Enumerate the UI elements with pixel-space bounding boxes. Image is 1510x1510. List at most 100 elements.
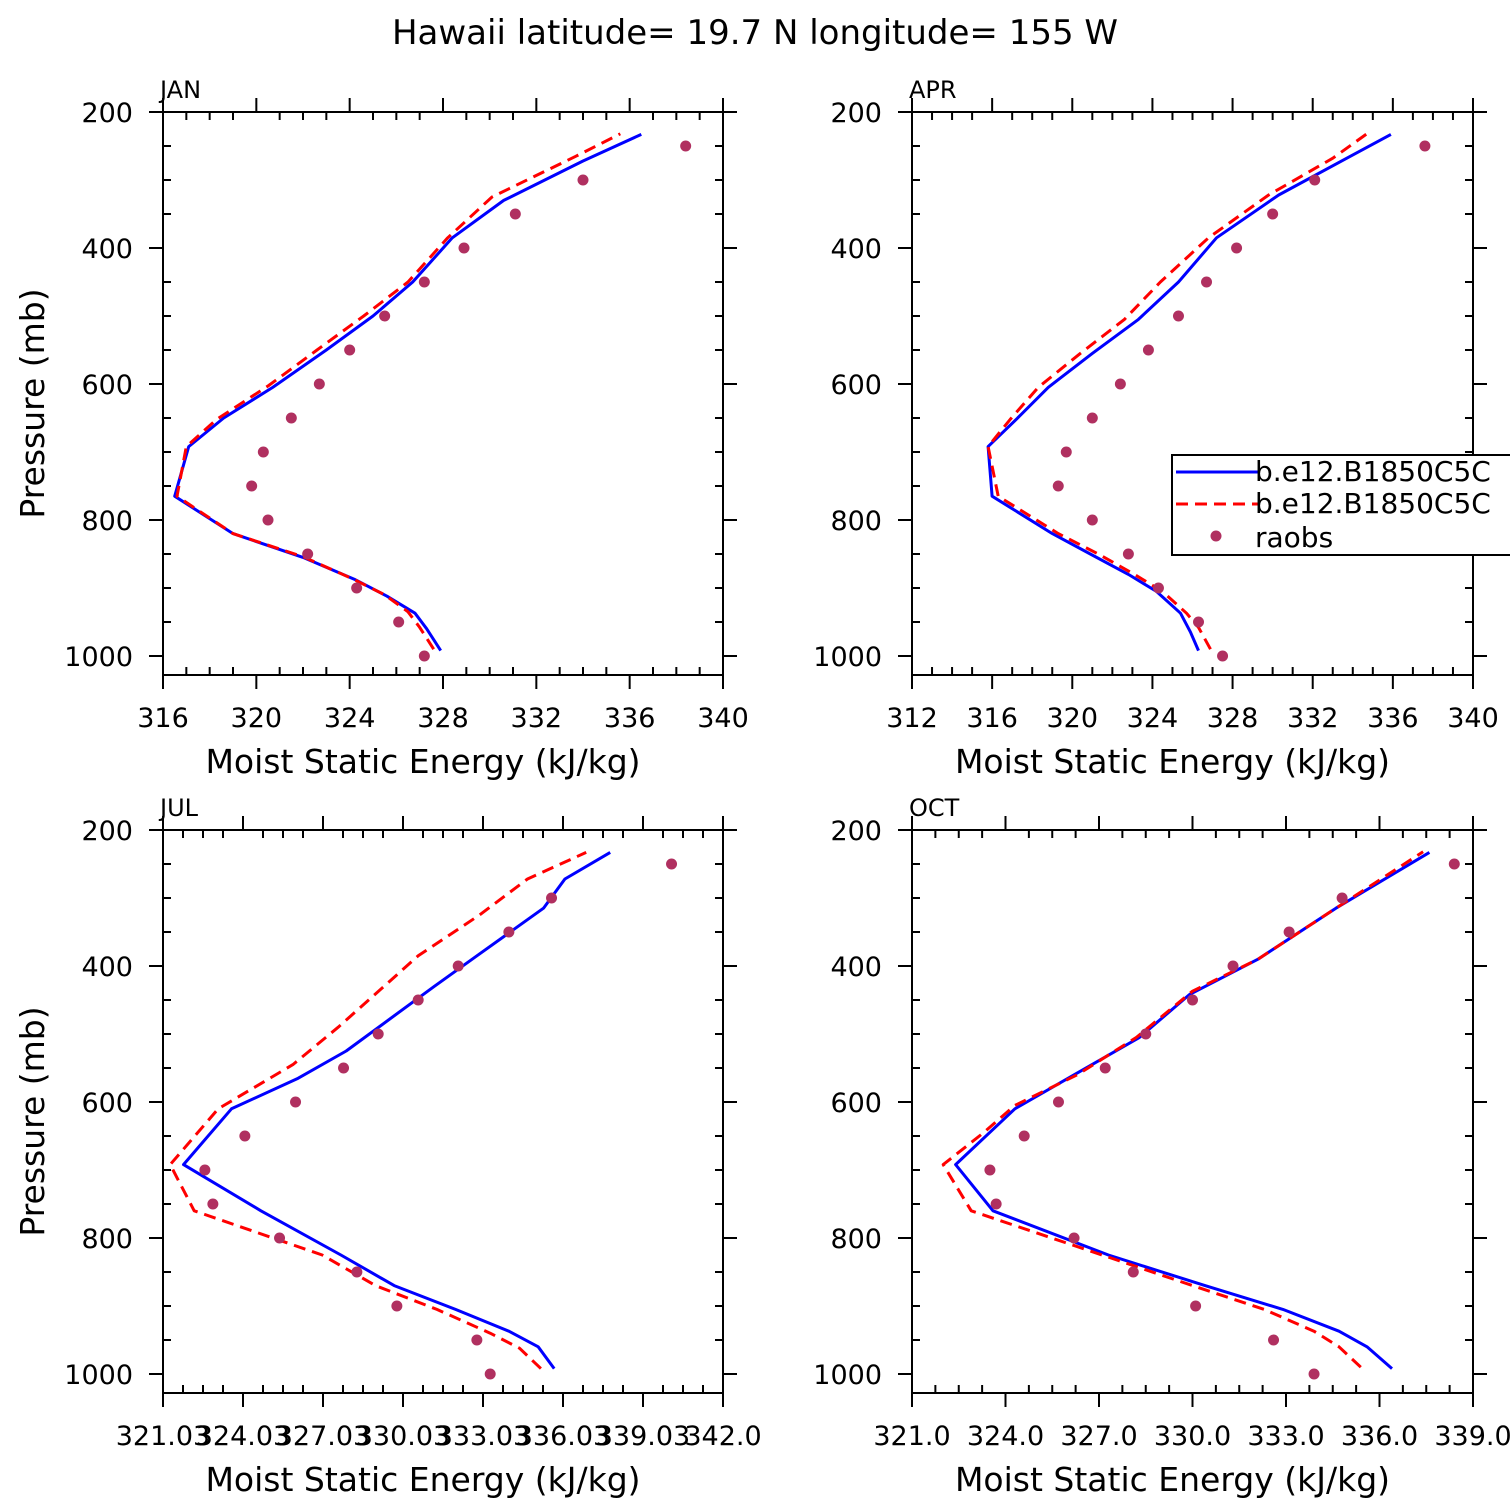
raobs-point xyxy=(1231,242,1243,254)
legend-entry-label: b.e12.B1850C5C xyxy=(1255,455,1491,488)
raobs-point xyxy=(509,208,521,220)
raobs-point xyxy=(1190,1300,1202,1312)
x-tick-label: 342.0 xyxy=(684,1421,761,1452)
raobs-point xyxy=(1140,1028,1152,1040)
x-tick-label: 316 xyxy=(137,703,189,734)
raobs-point xyxy=(379,310,391,322)
raobs-point xyxy=(313,378,325,390)
series-line-blue-solid xyxy=(173,133,642,652)
panel-label: JAN xyxy=(158,76,201,104)
x-tick-label: 328 xyxy=(417,703,469,734)
raobs-point xyxy=(257,446,269,458)
raobs-point xyxy=(372,1028,384,1040)
raobs-point xyxy=(546,892,558,904)
y-tick-label: 800 xyxy=(830,506,882,537)
raobs-point xyxy=(344,344,356,356)
raobs-point xyxy=(351,582,363,594)
series-line-red-dashed xyxy=(175,132,621,651)
y-tick-label: 400 xyxy=(81,234,133,265)
x-tick-label: 339.03 xyxy=(596,1421,690,1452)
raobs-point xyxy=(338,1062,350,1074)
panel-oct: OCT 200 400 600 800 1000 321.0 324.0 327.0 330.0 3… xyxy=(813,794,1510,1499)
raobs-point xyxy=(452,960,464,972)
figure-title: Hawaii latitude= 19.7 N longitude= 155 W xyxy=(392,13,1118,53)
x-axis-label: Moist Static Energy (kJ/kg) xyxy=(205,742,640,781)
raobs-point xyxy=(239,1130,251,1142)
x-tick-label: 320 xyxy=(231,703,283,734)
x-tick-label: 328 xyxy=(1207,703,1259,734)
raobs-point xyxy=(1448,858,1460,870)
raobs-point xyxy=(391,1300,403,1312)
x-tick-label: 333.03 xyxy=(436,1421,530,1452)
y-tick-label: 200 xyxy=(81,816,133,847)
y-tick-label: 1000 xyxy=(64,1360,133,1391)
x-axis-label: Moist Static Energy (kJ/kg) xyxy=(955,742,1390,781)
raobs-point xyxy=(1283,926,1295,938)
y-tick-label: 400 xyxy=(830,234,882,265)
plot-frame xyxy=(162,829,724,1394)
raobs-point xyxy=(1268,1334,1280,1346)
x-tick-label: 340 xyxy=(697,703,749,734)
y-tick-label: 800 xyxy=(81,1224,133,1255)
raobs-point xyxy=(1308,1368,1320,1380)
raobs-point xyxy=(418,276,430,288)
x-tick-label: 316 xyxy=(966,703,1018,734)
plot-frame xyxy=(911,111,1474,676)
panel-jul: JUL 200 400 600 800 1000 321.03324.03327.03330… xyxy=(13,794,762,1499)
raobs-point xyxy=(1122,548,1134,560)
x-tick-label: 330.03 xyxy=(356,1421,450,1452)
y-axis-label: Pressure (mb) xyxy=(13,288,52,518)
x-tick-label: 312 xyxy=(886,703,938,734)
data-layer xyxy=(168,851,678,1380)
plot-frame xyxy=(162,111,724,676)
x-tick-label: 336 xyxy=(604,703,656,734)
series-line-blue-solid xyxy=(954,851,1431,1370)
raobs-point xyxy=(1086,412,1098,424)
y-tick-label: 800 xyxy=(81,506,133,537)
x-tick-label: 321.03 xyxy=(116,1421,210,1452)
raobs-point xyxy=(990,1198,1002,1210)
raobs-point xyxy=(393,616,405,628)
panel-label: APR xyxy=(909,76,957,104)
y-tick-label: 1000 xyxy=(813,642,882,673)
raobs-point xyxy=(1052,1096,1064,1108)
raobs-point xyxy=(984,1164,996,1176)
raobs-point xyxy=(1018,1130,1030,1142)
y-tick-label: 600 xyxy=(830,370,882,401)
series-line-red-dashed xyxy=(941,850,1424,1369)
legend-swatch-raobs-dot xyxy=(1210,530,1222,542)
raobs-point xyxy=(1068,1232,1080,1244)
raobs-point xyxy=(302,548,314,560)
raobs-point xyxy=(1060,446,1072,458)
y-tick-label: 800 xyxy=(830,1224,882,1255)
x-axis-label: Moist Static Energy (kJ/kg) xyxy=(955,1460,1390,1499)
raobs-point xyxy=(1201,276,1213,288)
x-tick-label: 324.03 xyxy=(196,1421,290,1452)
x-tick-label: 336.03 xyxy=(516,1421,610,1452)
raobs-point xyxy=(246,480,258,492)
x-tick-label: 321.0 xyxy=(873,1421,950,1452)
x-tick-label: 324 xyxy=(324,703,376,734)
raobs-point xyxy=(199,1164,211,1176)
raobs-point xyxy=(1099,1062,1111,1074)
x-tick-label: 336 xyxy=(1367,703,1419,734)
raobs-point xyxy=(1419,140,1431,152)
x-tick-label: 320 xyxy=(1047,703,1099,734)
x-tick-label: 324 xyxy=(1127,703,1179,734)
raobs-point xyxy=(1086,514,1098,526)
x-tick-label: 340 xyxy=(1447,703,1499,734)
y-tick-label: 200 xyxy=(830,98,882,129)
raobs-point xyxy=(577,174,589,186)
raobs-point xyxy=(680,140,692,152)
panel-label: OCT xyxy=(909,794,960,822)
raobs-point xyxy=(503,926,515,938)
y-tick-label: 200 xyxy=(830,816,882,847)
raobs-point xyxy=(1127,1266,1139,1278)
raobs-point xyxy=(207,1198,219,1210)
panel-label: JUL xyxy=(158,794,199,822)
x-tick-label: 332 xyxy=(1287,703,1339,734)
